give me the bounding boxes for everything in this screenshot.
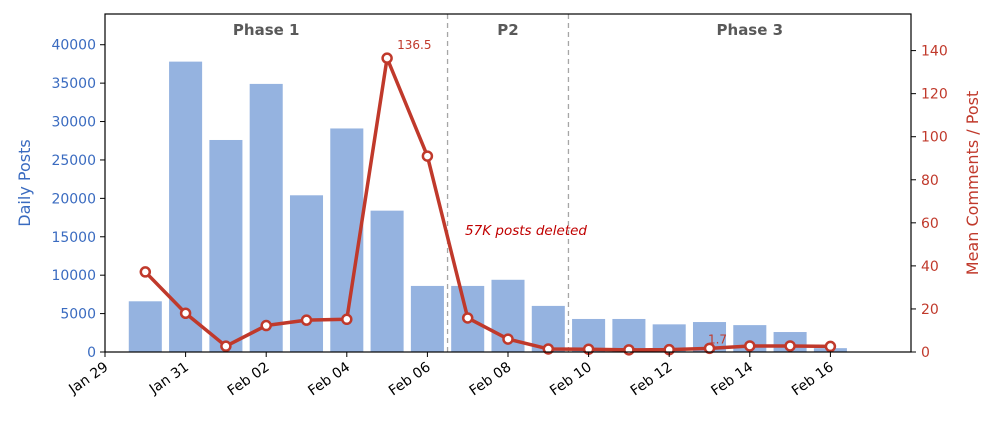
y-right-tick-label: 60 [921, 216, 939, 232]
line-point [744, 340, 756, 352]
line-point [260, 319, 272, 332]
x-tick-label: Feb 06 [386, 359, 434, 399]
line-point [381, 52, 393, 64]
y-left-tick-label: 5000 [60, 307, 96, 323]
y-axis-right-title: Mean Comments / Post [963, 91, 982, 275]
x-tick-label: Feb 04 [305, 359, 353, 399]
y-left-tick-label: 20000 [51, 191, 96, 207]
y-axis-left: 0 5000 10000 15000 20000 25000 30000 35000 40000 [51, 38, 105, 361]
phase-divider-lines [446, 14, 570, 352]
value-annotation: 1.7 [708, 332, 727, 346]
line-point [502, 333, 514, 345]
line-point [784, 340, 796, 352]
y-axis-left-title: Daily Posts [15, 139, 34, 226]
y-axis-right: 0 20 40 60 80 100 120 140 [911, 44, 948, 361]
y-right-tick-label: 80 [921, 173, 939, 189]
bar [289, 195, 324, 352]
phase-label: Phase 1 [233, 21, 300, 39]
x-axis: Jan 29 Jan 31 Feb 02 Feb 04 Feb 06 Feb 08 Feb … [65, 352, 837, 399]
points-layer [139, 52, 837, 356]
line-point [139, 266, 152, 278]
line-series [144, 56, 831, 352]
line-point [179, 307, 192, 319]
line-point [824, 340, 837, 353]
y-left-tick-label: 35000 [51, 76, 96, 92]
peak-annotation: 136.5 [397, 38, 431, 52]
y-left-tick-label: 15000 [51, 230, 96, 246]
annotations-layer: 136.5 1.7 57K posts deleted [397, 38, 727, 346]
x-tick-label: Feb 10 [547, 359, 595, 399]
line-point [341, 313, 353, 326]
line-point [300, 314, 313, 326]
x-tick-label: Feb 08 [467, 359, 515, 399]
x-tick-label: Jan 31 [146, 359, 192, 398]
line-layer [144, 56, 831, 352]
x-tick-label: Feb 14 [708, 359, 756, 399]
y-left-tick-label: 25000 [51, 153, 96, 169]
bar [370, 210, 404, 352]
bar [209, 139, 243, 352]
phase-label: P2 [497, 21, 518, 39]
x-tick-label: Feb 12 [628, 359, 676, 399]
line-point [461, 312, 474, 324]
y-right-tick-label: 140 [921, 44, 948, 60]
y-right-tick-label: 0 [921, 345, 930, 361]
y-left-tick-label: 0 [87, 345, 96, 361]
phase-label: Phase 3 [717, 21, 784, 39]
x-tick-label: Feb 02 [225, 359, 273, 399]
line-point [220, 340, 232, 352]
line-point [703, 342, 716, 355]
bar [128, 301, 162, 352]
bar [249, 83, 283, 353]
line-point [623, 344, 635, 356]
y-left-tick-label: 40000 [51, 38, 96, 54]
y-right-tick-label: 40 [921, 259, 939, 275]
bar [410, 285, 444, 352]
x-tick-label: Jan 29 [65, 359, 111, 398]
y-right-tick-label: 20 [921, 302, 939, 318]
bars-layer [128, 61, 847, 353]
line-point [421, 150, 434, 162]
y-right-tick-label: 120 [921, 87, 948, 103]
y-right-tick-label: 100 [921, 130, 948, 146]
deletion-annotation: 57K posts deleted [465, 223, 587, 239]
y-left-tick-label: 30000 [51, 115, 96, 131]
x-tick-label: Feb 16 [789, 359, 837, 399]
y-left-tick-label: 10000 [51, 268, 96, 284]
phase-labels: Phase 1 P2 Phase 3 [233, 21, 783, 39]
line-point [542, 343, 555, 355]
